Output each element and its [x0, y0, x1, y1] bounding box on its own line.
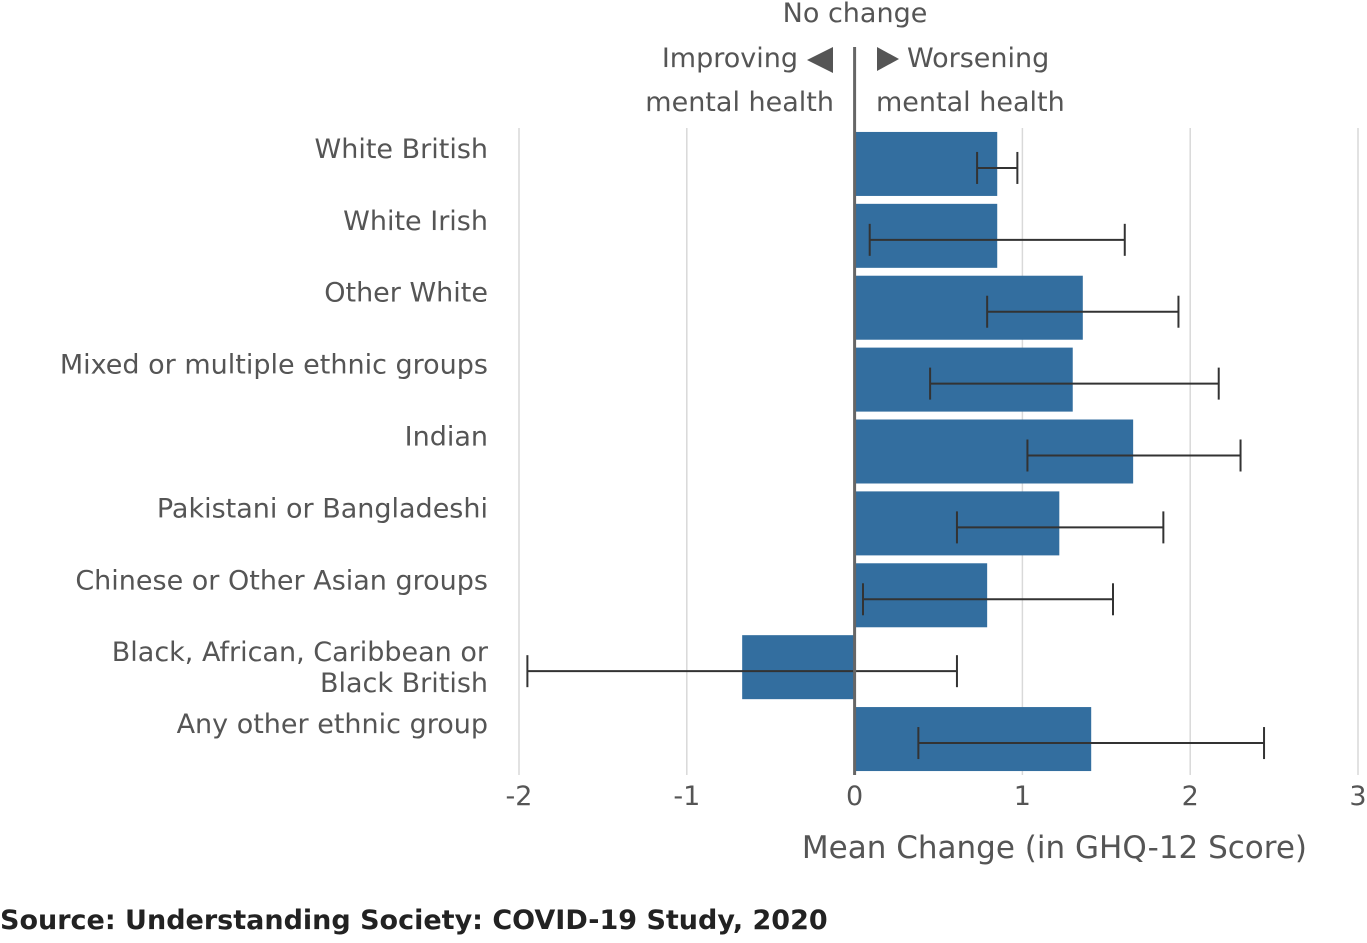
- category-label-1: White Irish: [343, 206, 488, 237]
- bar-chart: White British White Irish Other White Mixed…: [60, 0, 1367, 866]
- bar-8: [854, 707, 1092, 772]
- bars: [742, 131, 1134, 772]
- improving-annotation-line2: mental health: [645, 87, 834, 118]
- category-label-line: Pakistani or Bangladeshi: [157, 493, 488, 524]
- category-label-4: Indian: [405, 422, 488, 453]
- bar-4: [854, 419, 1134, 484]
- bar-2: [854, 275, 1083, 340]
- category-label-line: Other White: [324, 278, 488, 309]
- category-label-6: Chinese or Other Asian groups: [75, 565, 488, 596]
- category-label-line: White Irish: [343, 206, 488, 237]
- x-tick-label-0: -2: [506, 781, 533, 812]
- worsening-annotation-line2: mental health: [876, 87, 1065, 118]
- category-label-line: Black, African, Caribbean or: [112, 637, 489, 668]
- category-label-line: Black British: [320, 668, 488, 699]
- category-label-8: Any other ethnic group: [177, 709, 488, 740]
- category-label-line: White British: [315, 134, 488, 165]
- category-label-5: Pakistani or Bangladeshi: [157, 493, 488, 524]
- category-label-7: Black, African, Caribbean or Black Britis…: [112, 637, 489, 699]
- bar-0: [854, 131, 998, 196]
- error-bars: [526, 151, 1266, 760]
- improving-annotation: Improving: [662, 43, 798, 74]
- no-change-annotation: No change: [783, 0, 928, 29]
- category-label-line: Chinese or Other Asian groups: [75, 565, 488, 596]
- source-note: Source: Understanding Society: COVID-19 …: [0, 905, 828, 936]
- x-tick-label-2: 0: [846, 781, 863, 812]
- left-arrow-icon: [807, 47, 833, 73]
- category-label-line: Indian: [405, 422, 488, 453]
- worsening-annotation: Worsening: [907, 43, 1049, 74]
- category-label-0: White British: [315, 134, 488, 165]
- x-tick-label-3: 1: [1014, 781, 1031, 812]
- x-tick-label-5: 3: [1349, 781, 1366, 812]
- x-tick-label-4: 2: [1182, 781, 1199, 812]
- category-label-3: Mixed or multiple ethnic groups: [60, 350, 488, 381]
- category-label-line: Any other ethnic group: [177, 709, 488, 740]
- x-tick-labels: -2 -1 0 1 2 3: [506, 781, 1367, 812]
- bar-3: [854, 347, 1073, 412]
- category-labels: White British White Irish Other White Mixed…: [60, 134, 489, 740]
- right-arrow-icon: [877, 47, 899, 71]
- category-label-line: Mixed or multiple ethnic groups: [60, 350, 488, 381]
- bar-1: [854, 203, 998, 268]
- x-axis-label: Mean Change (in GHQ-12 Score): [802, 830, 1307, 866]
- category-label-2: Other White: [324, 278, 488, 309]
- bar-6: [854, 563, 988, 628]
- x-tick-label-1: -1: [673, 781, 700, 812]
- bar-7: [742, 635, 855, 700]
